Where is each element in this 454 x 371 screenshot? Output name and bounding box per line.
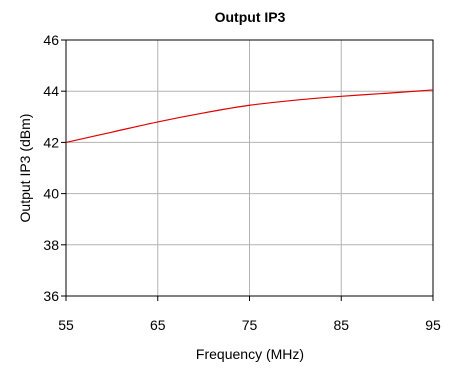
y-axis-title: Output IP3 (dBm) (17, 114, 33, 223)
x-tick-label-4: 95 (425, 317, 441, 333)
y-tick-label-0: 36 (43, 288, 59, 304)
y-tick-label-4: 44 (43, 83, 59, 99)
grid (65, 39, 434, 297)
y-tick-label-2: 40 (43, 186, 59, 202)
chart-title: Output IP3 (215, 9, 286, 25)
y-tick-label-5: 46 (43, 32, 59, 48)
y-tick-label-1: 38 (43, 237, 59, 253)
x-tick-label-0: 55 (58, 317, 74, 333)
x-axis-title: Frequency (MHz) (196, 346, 304, 362)
series-line-0 (65, 89, 434, 143)
y-axis-ticks: 36 38 40 42 44 46 (43, 32, 66, 304)
x-tick-label-1: 65 (150, 317, 166, 333)
x-axis-ticks: 55 65 75 85 95 (58, 296, 441, 333)
x-tick-label-3: 85 (333, 317, 349, 333)
y-tick-label-3: 42 (43, 134, 59, 150)
x-tick-label-2: 75 (242, 317, 258, 333)
series-group (65, 89, 434, 143)
